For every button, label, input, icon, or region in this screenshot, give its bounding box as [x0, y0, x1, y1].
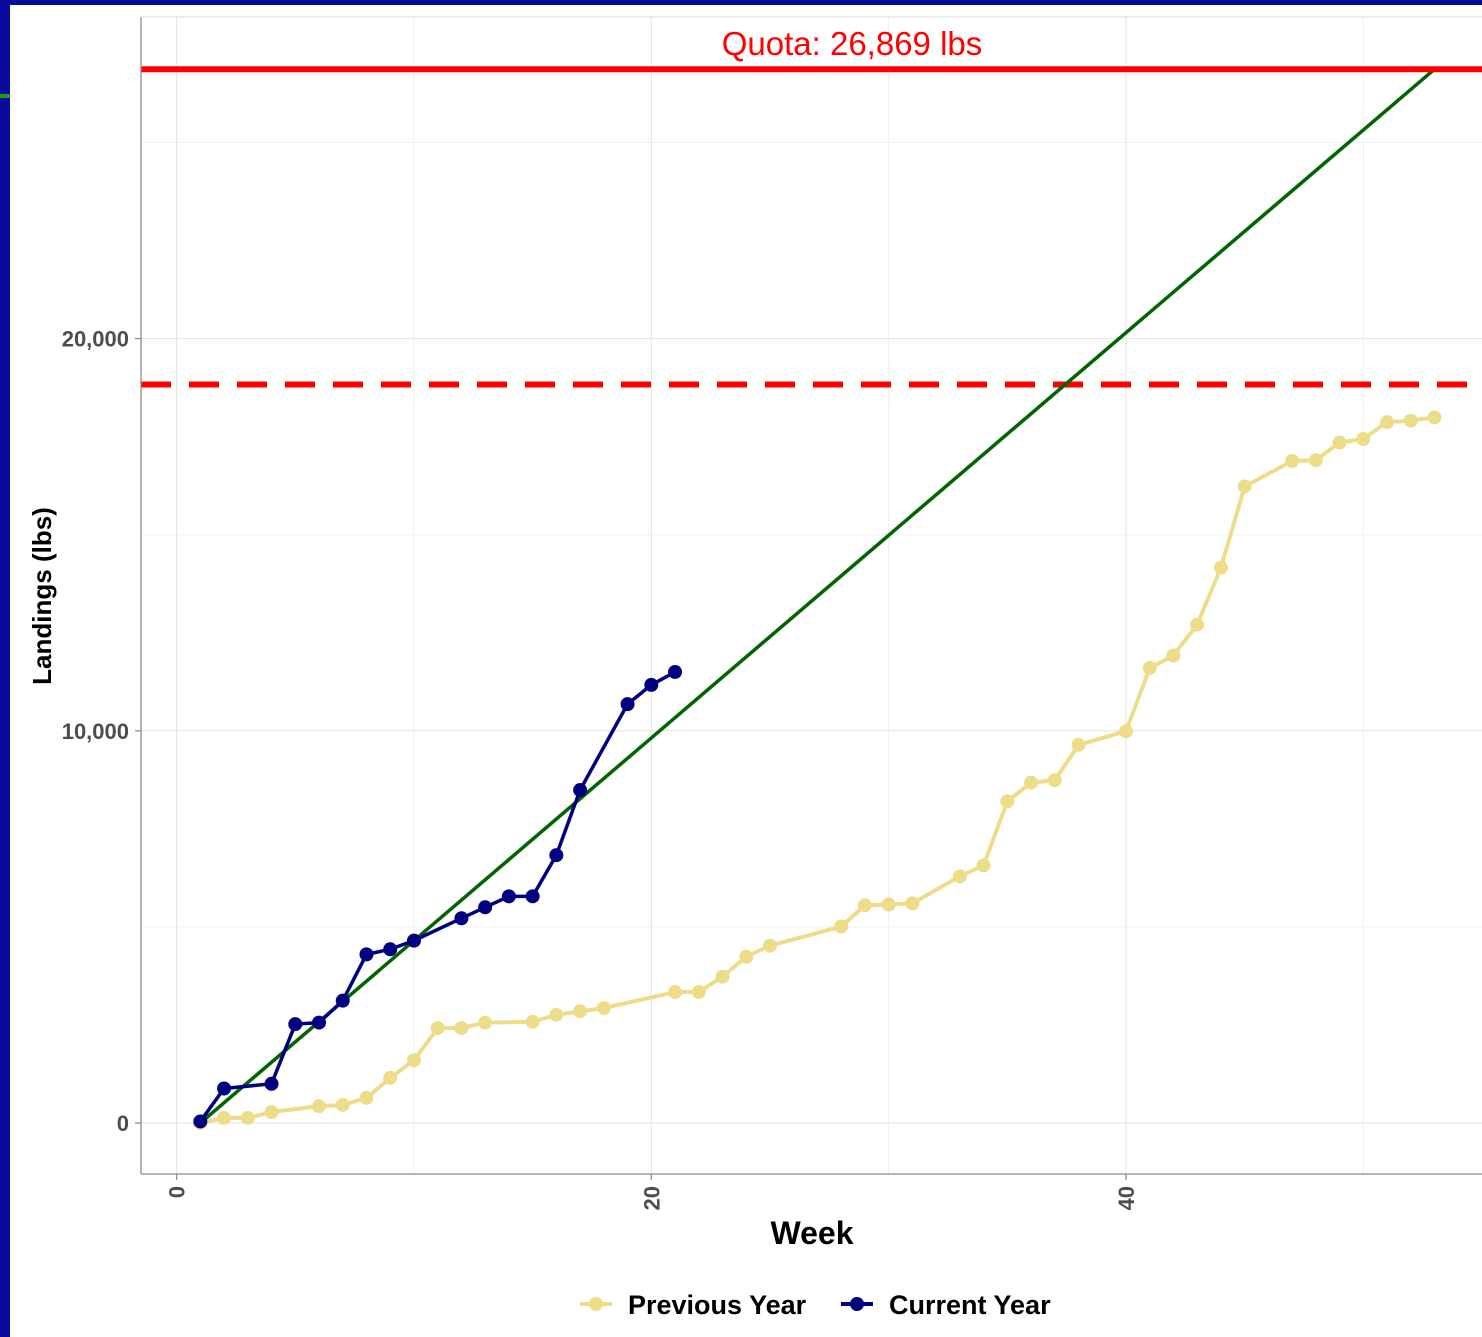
data-point-previous-year [454, 1021, 469, 1036]
y-tick-label: 0 [117, 1111, 129, 1136]
data-point-current-year [668, 664, 683, 679]
y-axis-title: Landings (lbs) [27, 507, 57, 685]
data-point-previous-year [1380, 415, 1395, 430]
data-point-previous-year [1118, 724, 1133, 739]
data-point-current-year [501, 889, 516, 904]
frame-left-border [0, 0, 10, 1337]
data-point-previous-year [1190, 617, 1205, 632]
data-point-previous-year [1142, 661, 1157, 676]
data-point-previous-year [359, 1090, 374, 1105]
target-pace-line [199, 67, 1436, 1125]
data-point-previous-year [217, 1110, 232, 1125]
x-tick-label: 0 [165, 1186, 190, 1198]
data-point-previous-year [573, 1004, 588, 1019]
data-point-current-year [264, 1076, 279, 1091]
data-point-current-year [359, 947, 374, 962]
data-point-current-year [335, 993, 350, 1008]
data-point-previous-year [1071, 737, 1086, 752]
x-axis-title: Week [770, 1215, 853, 1251]
data-point-current-year [193, 1114, 208, 1129]
data-point-previous-year [1237, 479, 1252, 494]
x-tick-label: 20 [639, 1186, 664, 1210]
axes-layer [135, 16, 1482, 1180]
data-point-previous-year [715, 969, 730, 984]
data-point-previous-year [1047, 773, 1062, 788]
series-layer [193, 410, 1442, 1131]
data-point-current-year [406, 933, 421, 948]
data-point-previous-year [905, 896, 920, 911]
y-tick-label: 20,000 [62, 327, 129, 352]
legend-key-dot-previous-year [589, 1297, 603, 1311]
data-point-previous-year [834, 919, 849, 934]
data-point-previous-year [857, 898, 872, 913]
data-point-previous-year [549, 1007, 564, 1022]
data-point-current-year [217, 1081, 232, 1096]
data-point-previous-year [1403, 413, 1418, 428]
reference-lines [141, 66, 1482, 1125]
data-point-previous-year [264, 1105, 279, 1120]
tick-labels: 0 10,000 20,000 0 20 40 [62, 327, 1139, 1211]
data-point-previous-year [952, 869, 967, 884]
data-point-current-year [288, 1017, 303, 1032]
data-point-previous-year [312, 1099, 327, 1114]
data-point-previous-year [596, 1001, 611, 1016]
quota-label: Quota: 26,869 lbs [722, 25, 983, 62]
data-point-previous-year [691, 985, 706, 1000]
x-tick-label: 40 [1114, 1186, 1139, 1210]
data-point-previous-year [478, 1015, 493, 1030]
data-point-previous-year [1024, 775, 1039, 790]
data-point-previous-year [739, 949, 754, 964]
data-point-previous-year [525, 1014, 540, 1029]
data-point-current-year [644, 677, 659, 692]
data-point-previous-year [430, 1021, 445, 1036]
data-point-previous-year [240, 1110, 255, 1125]
data-point-current-year [525, 889, 540, 904]
data-point-previous-year [335, 1097, 350, 1112]
data-point-previous-year [383, 1070, 398, 1085]
data-point-previous-year [1356, 432, 1371, 447]
y-tick-label: 10,000 [62, 719, 129, 744]
legend-key-dot-current-year [850, 1297, 864, 1311]
data-point-current-year [620, 697, 635, 712]
legend-label-previous-year: Previous Year [628, 1290, 807, 1320]
data-point-current-year [573, 783, 588, 798]
frame-top-border [0, 0, 1482, 5]
data-point-previous-year [881, 897, 896, 912]
series-line-previous-year [199, 415, 1435, 1125]
grid-major [141, 17, 1482, 1174]
data-point-current-year [549, 848, 564, 863]
data-point-previous-year [1427, 410, 1442, 425]
frame-accent-mark [0, 94, 10, 98]
data-point-previous-year [668, 985, 683, 1000]
data-point-previous-year [1000, 794, 1015, 809]
data-point-previous-year [1332, 435, 1347, 450]
legend: Previous Year Current Year [580, 1290, 1051, 1320]
data-point-previous-year [1285, 453, 1300, 468]
data-point-current-year [312, 1015, 327, 1030]
grid-minor [141, 17, 1482, 1174]
series-line-current-year [198, 670, 676, 1123]
data-point-current-year [454, 911, 469, 926]
data-point-previous-year [1308, 453, 1323, 468]
data-point-previous-year [1213, 560, 1228, 575]
data-point-previous-year [406, 1053, 421, 1068]
legend-label-current-year: Current Year [889, 1290, 1051, 1320]
data-point-current-year [478, 900, 493, 915]
data-point-previous-year [1166, 648, 1181, 663]
data-point-current-year [383, 942, 398, 957]
data-point-previous-year [976, 858, 991, 873]
data-point-previous-year [762, 938, 777, 953]
